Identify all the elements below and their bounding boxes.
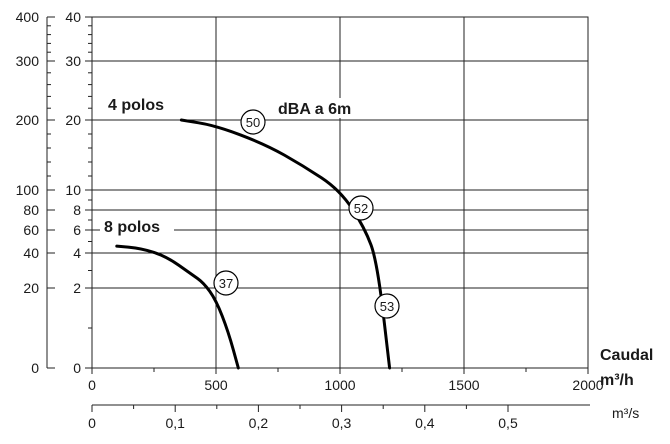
y-inner-tick-label: 8	[73, 202, 81, 218]
series-label-bg	[104, 95, 178, 114]
x-axis-label: Caudal	[600, 347, 653, 364]
y-inner-tick-label: 6	[73, 222, 81, 238]
x-tick-label: 500	[204, 377, 228, 393]
y-inner-tick-label: 0	[73, 360, 81, 376]
marker-label: 52	[354, 201, 368, 216]
series-labels: 4 polos 8 polos dBA a 6m	[100, 95, 386, 236]
annotation-bg	[274, 98, 386, 118]
x-tick-label: 2000	[572, 377, 603, 393]
y-inner-tick-label: 2	[73, 280, 81, 296]
y-outer-tick-label: 400	[16, 9, 40, 25]
y-outer-tick-label: 80	[23, 202, 39, 218]
marker-circle	[374, 293, 400, 319]
marker-circle	[348, 195, 374, 221]
x-axis-unit: m³/h	[600, 372, 634, 389]
marker-label: 50	[246, 115, 260, 130]
grid-lines	[92, 17, 588, 368]
y-outer-tick-label: 60	[23, 222, 39, 238]
y-outer-tick-label: 40	[23, 245, 39, 261]
series-line-8-polos	[115, 244, 240, 370]
series-label-bg	[100, 217, 174, 236]
x2-tick-label: 0,2	[249, 415, 269, 431]
y-inner-tick-label: 10	[65, 182, 81, 198]
x2-tick-label: 0,1	[165, 415, 185, 431]
x-tick-label: 0	[88, 377, 96, 393]
y-inner-tick-label: 20	[65, 112, 81, 128]
x-tick-label: 1500	[448, 377, 479, 393]
series-label-4-polos: 4 polos	[108, 97, 164, 114]
marker-label: 37	[219, 276, 233, 291]
marker-label: 53	[380, 299, 394, 314]
marker-circle	[213, 270, 239, 296]
x2-tick-label: 0,5	[498, 415, 518, 431]
x2-tick-label: 0	[88, 415, 96, 431]
series-line-4-polos	[179, 118, 392, 370]
level-markers: 50 52 53 37	[213, 109, 400, 319]
y-inner-tick-label: 30	[65, 53, 81, 69]
y-outer-tick-label: 20	[23, 280, 39, 296]
series-label-8-polos: 8 polos	[104, 219, 160, 236]
y-outer-tick-label: 300	[16, 53, 40, 69]
x-tick-label: 1000	[324, 377, 355, 393]
x2-tick-label: 0,4	[415, 415, 435, 431]
annotation-dba: dBA a 6m	[278, 101, 351, 118]
curves	[115, 118, 392, 370]
y-inner-tick-label: 4	[73, 245, 81, 261]
y-outer-tick-label: 200	[16, 112, 40, 128]
x2-tick-label: 0,3	[332, 415, 352, 431]
y-outer-tick-label: 0	[31, 360, 39, 376]
x2-axis-unit: m³/s	[612, 405, 639, 421]
marker-circle	[240, 109, 266, 135]
y-outer-tick-label: 100	[16, 182, 40, 198]
y-inner-tick-label: 40	[65, 9, 81, 25]
